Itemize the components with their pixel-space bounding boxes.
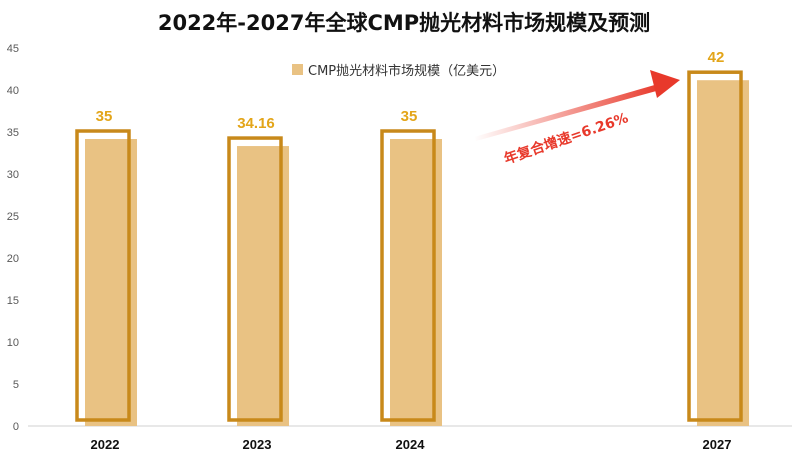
cagr-label: 年复合增速=6.26% xyxy=(502,109,631,167)
bars xyxy=(75,70,749,426)
bar-outline xyxy=(227,136,283,422)
y-tick-label: 20 xyxy=(7,253,19,265)
arrow-head-icon xyxy=(650,70,680,98)
y-tick-label: 35 xyxy=(7,127,19,139)
x-tick-label: 2024 xyxy=(396,437,426,452)
y-axis: 0 5 10 15 20 25 30 35 40 45 xyxy=(7,43,19,433)
y-tick-label: 40 xyxy=(7,85,19,97)
y-tick-label: 0 xyxy=(13,421,19,433)
x-tick-label: 2027 xyxy=(703,437,732,452)
legend-label: CMP抛光材料市场规模（亿美元） xyxy=(308,63,505,79)
bar-outline xyxy=(380,129,436,422)
data-label: 35 xyxy=(96,108,113,125)
chart-title: 2022年-2027年全球CMP抛光材料市场规模及预测 xyxy=(158,11,650,35)
x-axis: 2022 2023 2024 2027 xyxy=(91,437,732,452)
growth-arrow-icon xyxy=(474,84,660,141)
y-tick-label: 45 xyxy=(7,43,19,55)
data-label: 42 xyxy=(708,49,725,66)
y-tick-label: 30 xyxy=(7,169,19,181)
bar-outline xyxy=(687,70,743,422)
legend: CMP抛光材料市场规模（亿美元） xyxy=(292,63,505,79)
data-labels: 35 34.16 35 42 xyxy=(96,49,725,132)
legend-swatch xyxy=(292,64,303,75)
x-tick-label: 2023 xyxy=(243,437,272,452)
y-tick-label: 10 xyxy=(7,337,19,349)
data-label: 34.16 xyxy=(237,115,275,132)
cagr-annotation: 年复合增速=6.26% xyxy=(474,70,680,168)
bar-outline xyxy=(75,129,131,422)
y-tick-label: 5 xyxy=(13,379,19,391)
y-tick-label: 15 xyxy=(7,295,19,307)
x-tick-label: 2022 xyxy=(91,437,120,452)
data-label: 35 xyxy=(401,108,418,125)
y-tick-label: 25 xyxy=(7,211,19,223)
